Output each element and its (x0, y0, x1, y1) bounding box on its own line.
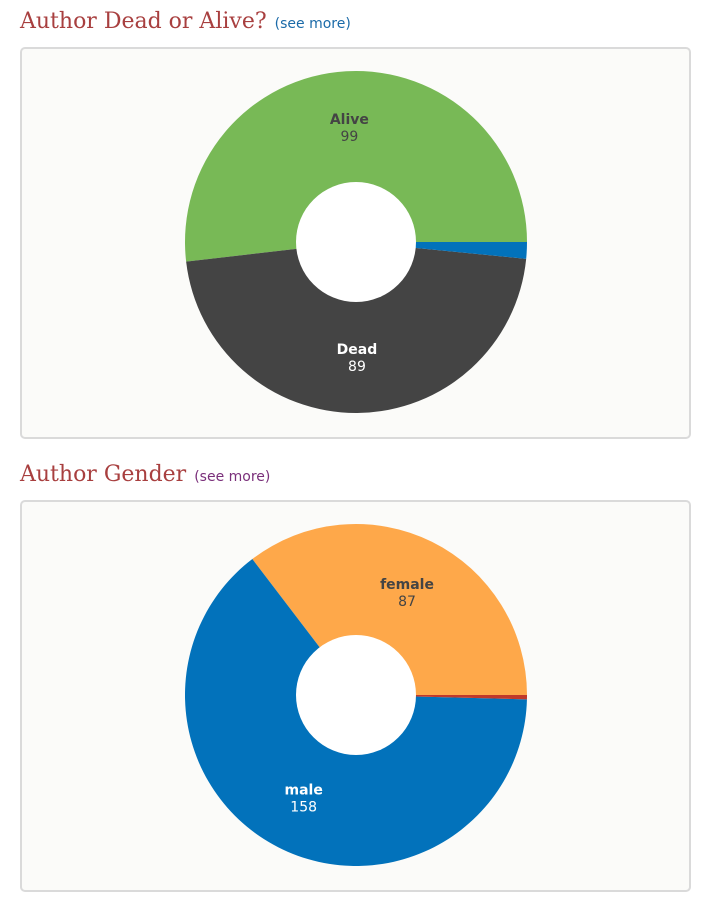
donut-hole (296, 182, 416, 302)
chart-panel-dead-or-alive: Alive 99 Dead 89 (20, 47, 691, 439)
section-title-text: Author Dead or Alive? (20, 9, 267, 34)
slice-value-male: 158 (290, 799, 317, 815)
slice-label-dead: Dead (337, 342, 378, 358)
slice-value-dead: 89 (348, 359, 366, 375)
pie-slice-female[interactable] (252, 524, 527, 695)
section-title-gender: Author Gender (see more) (20, 462, 270, 487)
donut-hole (296, 635, 416, 755)
slice-label-alive: Alive (330, 112, 369, 128)
slice-label-female: female (380, 577, 434, 593)
slice-label-male: male (284, 782, 322, 798)
section-title-dead-or-alive: Author Dead or Alive? (see more) (20, 9, 351, 34)
see-more-link[interactable]: (see more) (194, 469, 271, 485)
section-title-text: Author Gender (20, 462, 187, 487)
pie-slice-alive[interactable] (185, 70, 527, 262)
chart-panel-gender: female 87 male 158 (20, 500, 691, 892)
see-more-link[interactable]: (see more) (274, 16, 351, 32)
pie-slice-dead[interactable] (186, 242, 527, 413)
slice-value-alive: 99 (340, 129, 358, 145)
slice-value-female: 87 (398, 594, 416, 610)
